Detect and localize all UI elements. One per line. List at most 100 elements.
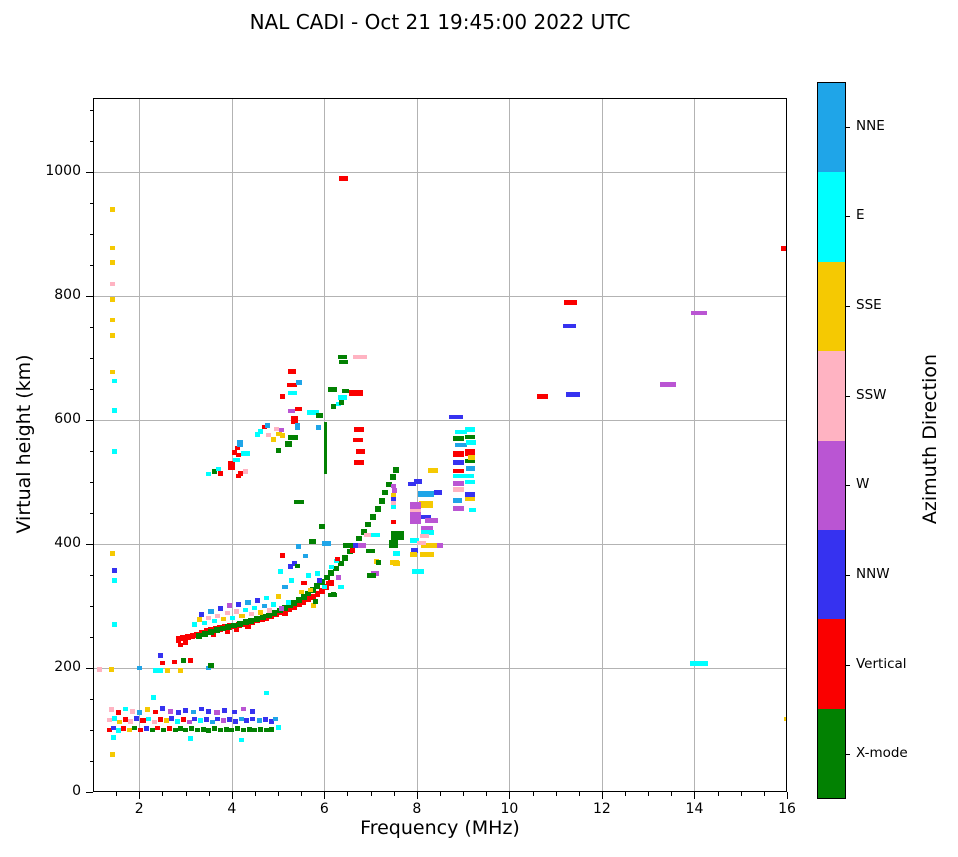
echo-point bbox=[236, 601, 242, 607]
echo-point bbox=[452, 505, 465, 511]
echo-point bbox=[420, 543, 440, 548]
echo-point bbox=[319, 587, 325, 594]
echo-point bbox=[284, 441, 292, 448]
figure-title: NAL CADI - Oct 21 19:45:00 2022 UTC bbox=[249, 10, 631, 34]
echo-point bbox=[465, 479, 475, 485]
echo-point bbox=[300, 598, 307, 605]
x-tick-label: 6 bbox=[319, 801, 329, 817]
echo-point bbox=[252, 727, 258, 733]
echo-point bbox=[392, 487, 398, 493]
echo-point bbox=[689, 661, 709, 667]
echo-point bbox=[265, 612, 272, 619]
echo-point bbox=[290, 416, 298, 424]
x-minor-tick bbox=[185, 792, 187, 796]
x-minor-tick bbox=[625, 792, 627, 796]
echo-point bbox=[197, 718, 203, 724]
echo-point bbox=[260, 614, 267, 621]
x-major-tick bbox=[787, 792, 788, 799]
echo-point bbox=[316, 425, 322, 430]
colorbar-category-label: NNE bbox=[856, 117, 885, 134]
echo-point bbox=[282, 611, 288, 616]
colorbar-tick bbox=[845, 216, 850, 218]
echo-point bbox=[341, 388, 349, 394]
echo-point bbox=[217, 471, 223, 476]
echo-point bbox=[360, 528, 367, 535]
echo-point bbox=[391, 500, 397, 506]
echo-point bbox=[329, 564, 335, 570]
echo-point bbox=[117, 719, 123, 725]
x-minor-tick bbox=[763, 792, 765, 796]
y-minor-tick bbox=[89, 141, 93, 143]
x-major-tick bbox=[694, 792, 696, 799]
echo-point bbox=[245, 624, 251, 630]
x-major-tick bbox=[601, 792, 603, 799]
echo-point bbox=[134, 715, 140, 721]
echo-point bbox=[191, 709, 197, 715]
echo-point bbox=[288, 390, 298, 396]
echo-point bbox=[353, 354, 368, 360]
echo-point bbox=[159, 660, 165, 666]
echo-point bbox=[202, 620, 208, 626]
echo-point bbox=[536, 394, 549, 399]
colorbar-tick bbox=[845, 754, 850, 756]
y-major-tick bbox=[86, 172, 93, 174]
echo-point bbox=[659, 381, 676, 387]
echo-point bbox=[110, 752, 116, 758]
x-tick-label: 4 bbox=[227, 801, 237, 817]
echo-point bbox=[391, 483, 397, 489]
echo-point bbox=[467, 455, 475, 460]
y-minor-tick bbox=[89, 265, 93, 267]
echo-point bbox=[243, 469, 249, 474]
echo-point bbox=[200, 727, 206, 732]
y-minor-tick bbox=[89, 513, 93, 515]
echo-point bbox=[110, 207, 116, 212]
echo-point bbox=[211, 726, 217, 732]
echo-point bbox=[97, 666, 103, 672]
echo-point bbox=[339, 176, 349, 181]
echo-point bbox=[108, 707, 115, 712]
echo-point bbox=[237, 471, 243, 476]
echo-point bbox=[392, 551, 400, 556]
echo-point bbox=[188, 726, 194, 732]
echo-point bbox=[391, 530, 397, 536]
gridline-vertical bbox=[694, 99, 696, 791]
echo-point bbox=[421, 525, 433, 531]
echo-point bbox=[196, 617, 202, 623]
echo-point bbox=[292, 561, 298, 566]
echo-point bbox=[291, 603, 298, 610]
echo-point bbox=[111, 568, 117, 574]
echo-point bbox=[111, 407, 117, 413]
colorbar-segment-E bbox=[818, 172, 845, 262]
echo-point bbox=[425, 518, 439, 523]
echo-point bbox=[321, 584, 327, 590]
echo-point bbox=[323, 574, 330, 581]
echo-point bbox=[150, 695, 156, 701]
echo-point bbox=[370, 532, 380, 538]
echo-point bbox=[257, 718, 263, 724]
echo-point bbox=[281, 605, 288, 611]
echo-point bbox=[236, 473, 242, 479]
x-axis-label: Frequency (MHz) bbox=[360, 817, 520, 839]
echo-point bbox=[115, 710, 121, 715]
echo-point bbox=[332, 565, 339, 572]
echo-point bbox=[287, 435, 298, 440]
echo-point bbox=[363, 532, 373, 538]
echo-point bbox=[169, 715, 175, 721]
colorbar-segment-NNE bbox=[818, 83, 845, 173]
echo-point bbox=[353, 437, 363, 443]
echo-point bbox=[295, 597, 302, 603]
colorbar-tick bbox=[845, 664, 850, 666]
x-minor-tick bbox=[301, 792, 303, 796]
echo-point bbox=[199, 612, 205, 618]
colorbar-category-label: E bbox=[856, 207, 865, 224]
echo-point bbox=[294, 563, 301, 569]
echo-point bbox=[110, 245, 116, 251]
x-major-tick bbox=[416, 792, 418, 799]
echo-point bbox=[274, 426, 280, 432]
echo-point bbox=[465, 492, 475, 497]
y-minor-tick bbox=[89, 575, 93, 577]
echo-point bbox=[229, 727, 235, 733]
colorbar-segment-X-mode bbox=[818, 708, 845, 798]
echo-point bbox=[226, 717, 233, 722]
